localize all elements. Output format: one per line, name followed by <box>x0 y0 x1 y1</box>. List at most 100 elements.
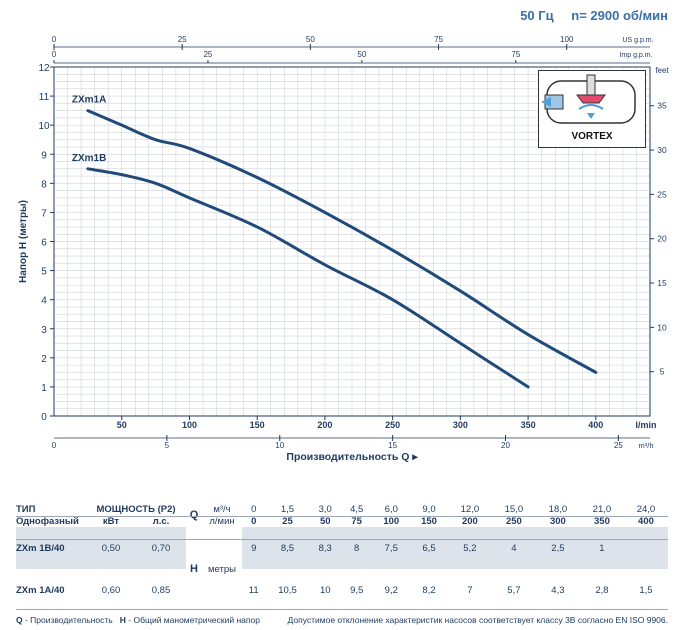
head-value: 10,5 <box>265 569 310 611</box>
head-value: 9,2 <box>372 569 411 611</box>
vortex-label: VORTEX <box>571 131 612 142</box>
m3h-tick-label: 0 <box>52 441 57 450</box>
vortex-impeller-diagram: VORTEX <box>538 70 646 148</box>
y-tick-label: 11 <box>39 92 50 103</box>
x-tick-label: 400 <box>588 420 603 430</box>
power-header: МОЩНОСТЬ (P2) <box>96 503 176 515</box>
feet-unit-label: feet <box>655 66 669 75</box>
vortex-pump-icon: VORTEX <box>541 74 636 142</box>
series-line-zxm1b <box>86 167 530 389</box>
h-header: H <box>186 527 202 611</box>
y-tick-label: 6 <box>41 238 47 249</box>
q-lmin-2: 50 <box>319 515 331 527</box>
usgpm-tick-label: 75 <box>434 35 443 44</box>
m3h-tick-label: 20 <box>501 441 510 450</box>
phase-header: Однофазный <box>16 515 79 527</box>
head-value: 2,5 <box>535 527 580 569</box>
q-lmin-6: 200 <box>461 515 478 527</box>
kw-header: кВт <box>102 515 120 527</box>
q-lmin-8: 300 <box>549 515 566 527</box>
q-lmin-7: 250 <box>505 515 522 527</box>
y-tick-label: 2 <box>41 354 47 365</box>
q-m3-3: 4,5 <box>350 503 364 515</box>
series-line-zxm1a <box>86 109 598 374</box>
head-value: 1 <box>579 527 624 569</box>
y-tick-label: 1 <box>41 383 47 394</box>
table-divider <box>16 609 668 610</box>
y-tick-label: 5 <box>41 267 47 278</box>
m3h-unit-label: m³/h <box>639 441 654 450</box>
footer-legend: Q - Производительность H - Общий маномет… <box>16 615 260 625</box>
frequency-label: 50 Гц <box>520 8 554 23</box>
y-tick-label: 12 <box>38 63 50 74</box>
head-value: 11 <box>242 569 266 611</box>
feet-tick-label: 30 <box>657 145 667 155</box>
head-value: 5,7 <box>491 569 536 611</box>
q-m3-1: 1,5 <box>280 503 295 515</box>
q-m3-9: 21,0 <box>592 503 612 515</box>
impgpm-tick-label: 0 <box>52 50 57 59</box>
m3h-tick-label: 10 <box>275 441 284 450</box>
q-lmin-1: 25 <box>282 515 293 527</box>
x-tick-label: 250 <box>385 420 400 430</box>
head-value: 5,2 <box>447 527 492 569</box>
head-value: 8,3 <box>309 527 341 569</box>
model-kw: 0,50 <box>86 527 136 569</box>
table-divider <box>16 516 668 517</box>
chart-grid <box>53 66 651 417</box>
series-label-zxm1a: ZXm1A <box>72 95 106 106</box>
feet-tick-label: 15 <box>657 278 667 288</box>
usgpm-tick-label: 100 <box>560 35 574 44</box>
y-tick-label: 4 <box>41 296 47 307</box>
footer-q-desc: - Производительность <box>22 615 113 625</box>
head-value: 1,5 <box>623 569 668 611</box>
head-value <box>623 527 668 569</box>
footer-h: H <box>119 615 126 625</box>
x-axis-title: Производительность Q ▸ <box>286 451 418 463</box>
feet-tick-label: 25 <box>657 189 667 199</box>
q-m3-5: 9,0 <box>422 503 436 515</box>
q-m3-4: 6,0 <box>384 503 398 515</box>
head-value: 8,5 <box>265 527 310 569</box>
model-hp: 0,85 <box>136 569 186 611</box>
head-value: 7 <box>447 569 492 611</box>
q-lmin-10: 400 <box>638 515 654 527</box>
q-m3-10: 24,0 <box>636 503 656 515</box>
chart-header: 50 Гц n= 2900 об/мин <box>520 8 668 23</box>
footer-q: Q <box>16 615 23 625</box>
table-divider <box>16 539 668 540</box>
speed-label: n= 2900 об/мин <box>571 8 668 23</box>
impgpm-tick-label: 25 <box>203 50 212 59</box>
x-tick-label: 100 <box>182 420 197 430</box>
head-value: 9,5 <box>340 569 373 611</box>
head-value: 8 <box>340 527 373 569</box>
x-tick-label: 50 <box>117 420 127 430</box>
y-axis-title: Напор H (метры) <box>18 200 29 283</box>
table-header-row-2: Однофазный кВт л.с. л/мин 0 25 50 75 100… <box>16 515 668 527</box>
m3h-tick-label: 5 <box>165 441 170 450</box>
y-tick-label: 10 <box>38 121 50 132</box>
y-tick-label: 7 <box>41 208 47 219</box>
q-lmin-9: 350 <box>594 515 610 527</box>
model-hp: 0,70 <box>136 527 186 569</box>
y-tick-label: 3 <box>41 325 47 336</box>
chart-labels: ZXm1A ZXm1B Напор H (метры) Производительно… <box>18 95 418 463</box>
performance-table: ТИП МОЩНОСТЬ (P2) Q м³/ч 0 1,5 3,0 4,5 6… <box>16 503 668 611</box>
table-header-row-1: ТИП МОЩНОСТЬ (P2) Q м³/ч 0 1,5 3,0 4,5 6… <box>16 503 668 522</box>
footer-h-desc: - Общий манометрический напор <box>125 615 260 625</box>
m3h-tick-label: 25 <box>614 441 623 450</box>
y-tick-label: 8 <box>41 179 47 190</box>
q-unit-lmin: л/мин <box>209 515 235 527</box>
model-name: ZXm 1A/40 <box>16 569 86 611</box>
feet-tick-label: 35 <box>657 101 667 111</box>
head-value: 10 <box>309 569 341 611</box>
m3h-tick-label: 15 <box>388 441 397 450</box>
x-tick-label: 300 <box>453 420 468 430</box>
q-m3-0: 0 <box>251 503 257 515</box>
y-tick-label: 0 <box>41 412 47 423</box>
usgpm-unit-label: US g.p.m. <box>622 37 653 44</box>
head-value: 4 <box>491 527 536 569</box>
head-value: 7,5 <box>372 527 411 569</box>
